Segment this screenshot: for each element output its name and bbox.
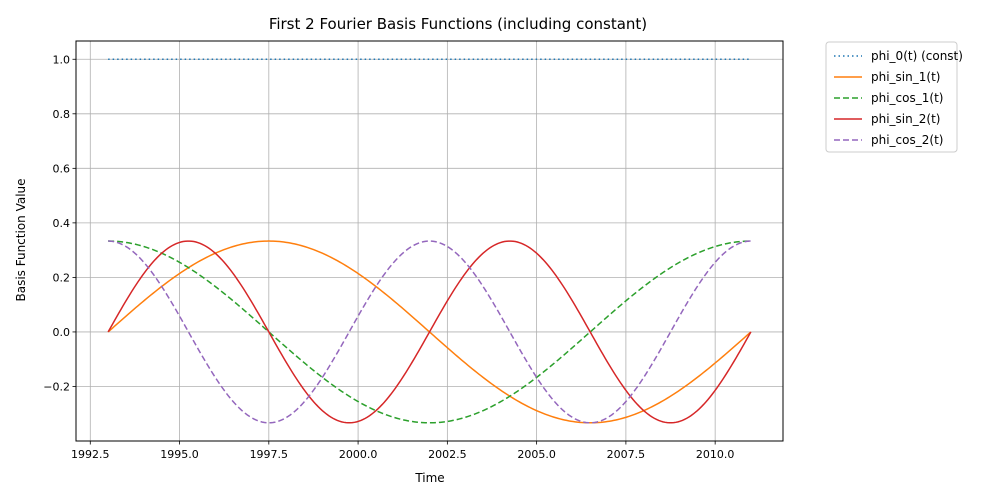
x-tick-label: 2007.5	[607, 448, 646, 461]
y-tick-label: 0.0	[53, 326, 71, 339]
chart-title: First 2 Fourier Basis Functions (includi…	[269, 15, 647, 33]
y-tick-label: 0.2	[53, 271, 71, 284]
legend-label: phi_cos_1(t)	[871, 91, 943, 105]
x-axis-ticks: 1992.5 1995.0 1997.5 2000.0 2002.5 2005.0 2007…	[71, 441, 734, 461]
x-tick-label: 2010.0	[696, 448, 735, 461]
series-line-4	[107, 240, 752, 424]
x-tick-label: 1992.5	[71, 448, 110, 461]
x-axis-label: Time	[414, 471, 444, 485]
y-tick-label: −0.2	[43, 380, 70, 393]
legend-label: phi_0(t) (const)	[871, 49, 963, 63]
legend-box	[825, 41, 958, 153]
series-lines	[107, 58, 752, 424]
plot-frame	[75, 40, 784, 442]
x-tick-label: 1997.5	[250, 448, 289, 461]
legend-label: phi_cos_2(t)	[871, 133, 943, 147]
legend-label: phi_sin_1(t)	[871, 70, 940, 84]
y-tick-label: 1.0	[53, 53, 71, 66]
grid	[76, 41, 783, 441]
legend-label: phi_sin_2(t)	[871, 112, 940, 126]
x-tick-label: 2005.0	[517, 448, 556, 461]
x-tick-label: 1995.0	[160, 448, 199, 461]
y-tick-label: 0.6	[53, 162, 71, 175]
y-axis-label: Basis Function Value	[14, 178, 28, 301]
y-tick-label: 0.4	[53, 217, 71, 230]
x-tick-label: 2000.0	[339, 448, 378, 461]
series-line-3	[108, 240, 751, 424]
y-tick-label: 0.8	[53, 108, 71, 121]
x-tick-label: 2002.5	[428, 448, 467, 461]
y-axis-ticks: −0.2 0.0 0.2 0.4 0.6 0.8 1.0	[43, 53, 76, 393]
legend: phi_0(t) (const) phi_sin_1(t) phi_cos_1(t)…	[825, 41, 963, 153]
